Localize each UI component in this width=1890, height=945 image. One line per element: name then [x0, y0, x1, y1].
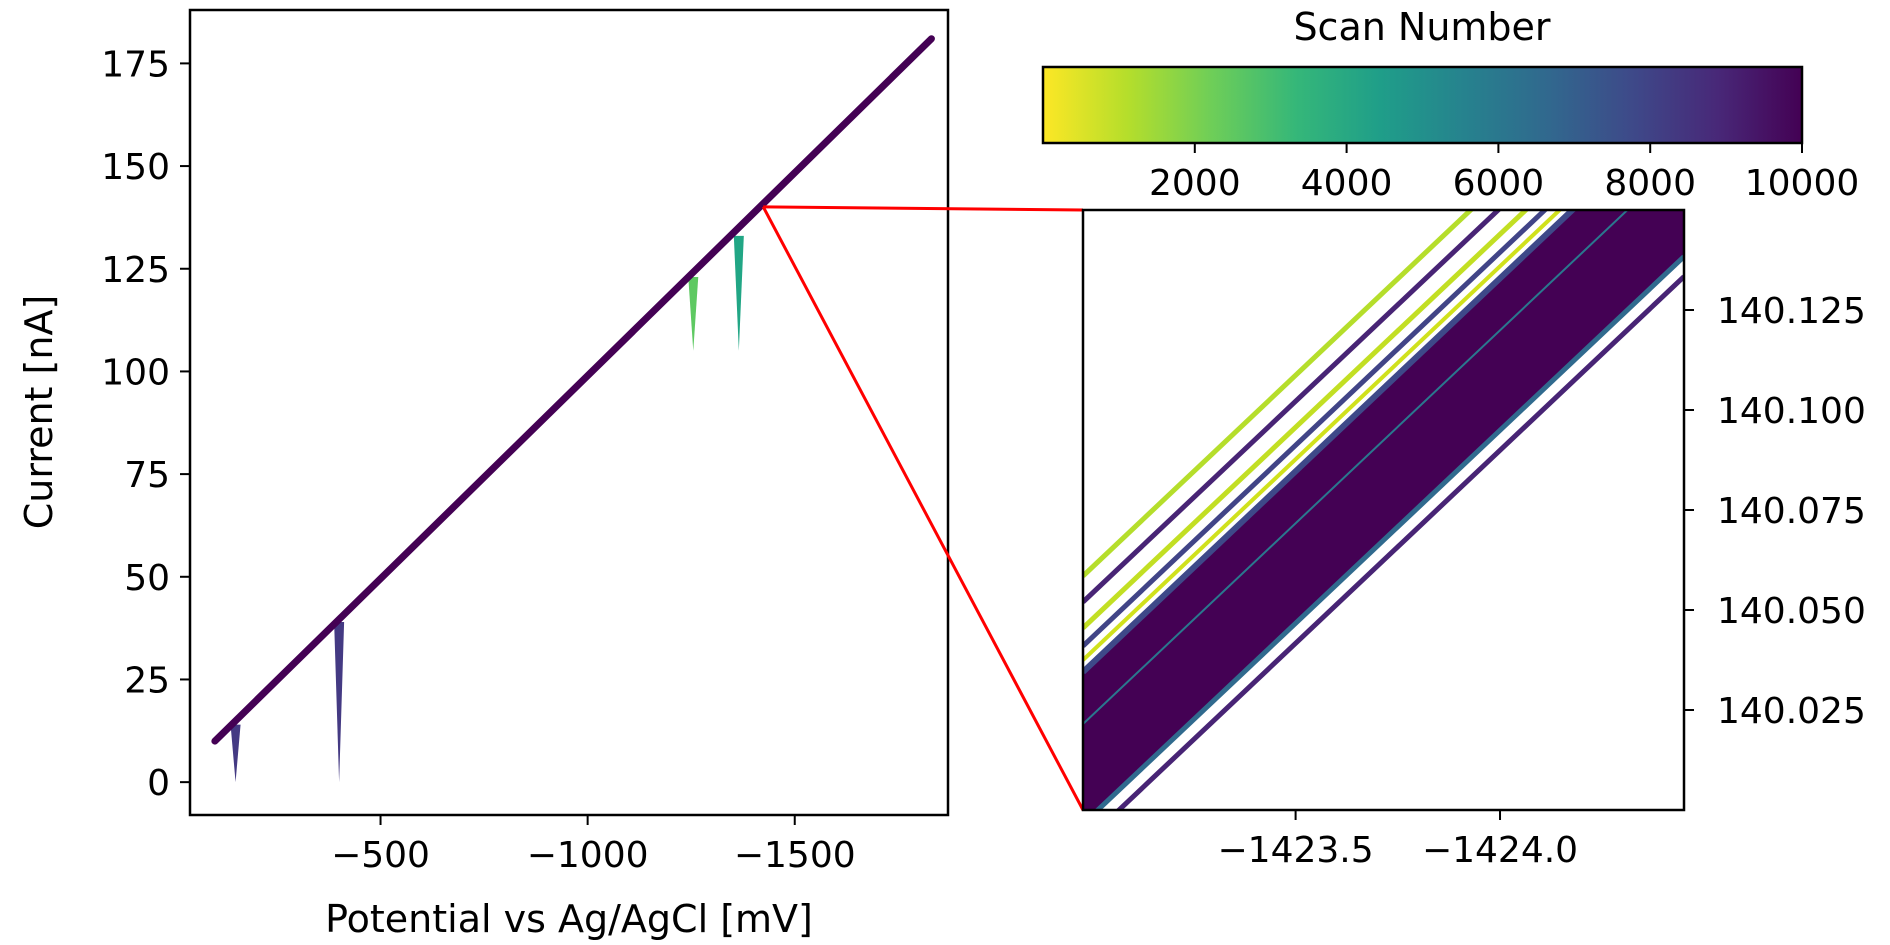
main-x-tick-label: −1500 [734, 835, 856, 876]
main-y-tick-label: 0 [147, 763, 170, 804]
main-series-line [211, 35, 935, 745]
inset-y-axis: 140.025 140.050 140.075 140.100 140.125 [1684, 291, 1866, 732]
inset-y-tick-label: 140.100 [1717, 391, 1866, 432]
spike-2 [688, 276, 699, 351]
inset-series-line-0 [1083, 210, 1475, 578]
inset-series-line-1 [1083, 210, 1502, 604]
main-y-axis: 0 25 50 75 100 125 150 175 [101, 44, 190, 804]
main-y-axis-label: Current [nA] [17, 295, 61, 530]
colorbar-gradient [1041, 65, 1804, 145]
main-x-tick-label: −500 [331, 835, 430, 876]
inset-series-line-6 [1083, 210, 1629, 725]
spike-0 [230, 724, 241, 783]
inset-plot-marks [1083, 210, 1684, 810]
spike-3 [733, 235, 744, 351]
inset-y-tick-label: 140.050 [1717, 591, 1866, 632]
colorbar-tick-label: 8000 [1604, 163, 1696, 204]
colorbar-tick-label: 10000 [1745, 163, 1860, 204]
inset-series-line-5 [1083, 210, 1577, 675]
main-plot-marks [211, 35, 935, 783]
main-x-tick-label: −1000 [527, 835, 649, 876]
inset-series-line-3 [1083, 210, 1549, 648]
inset-dense-band [1083, 210, 1684, 810]
inset-x-tick-label: −1423.5 [1218, 830, 1374, 871]
main-y-tick-label: 175 [101, 44, 170, 85]
main-y-tick-label: 50 [124, 558, 170, 599]
main-y-tick-label: 75 [124, 455, 170, 496]
colorbar-ticks: 2000 4000 6000 8000 10000 [1149, 143, 1859, 204]
inset-y-tick-label: 140.075 [1717, 491, 1866, 532]
colorbar-tick-label: 2000 [1149, 163, 1241, 204]
colorbar-tick-label: 6000 [1453, 163, 1545, 204]
inset-series-line-8 [1115, 274, 1684, 810]
colorbar: Scan Number 2000 4000 6000 8000 10000 [1041, 5, 1859, 204]
main-y-tick-label: 25 [124, 660, 170, 701]
main-y-tick-label: 100 [101, 352, 170, 393]
zoom-connector-1 [761, 206, 1085, 811]
main-x-axis-label: Potential vs Ag/AgCl [mV] [325, 897, 813, 941]
main-x-axis: −500 −1000 −1500 [331, 815, 856, 876]
zoom-connector-lines [761, 205, 1085, 811]
inset-series-line-4 [1083, 210, 1563, 662]
main-y-tick-label: 125 [101, 250, 170, 291]
inset-series-line-2 [1083, 210, 1530, 630]
main-y-tick-label: 150 [101, 147, 170, 188]
colorbar-label: Scan Number [1293, 5, 1550, 49]
spike-1 [334, 621, 345, 783]
main-plot: −500 −1000 −1500 0 25 50 75 100 125 150 175 Poten… [17, 8, 950, 941]
inset-y-tick-label: 140.025 [1717, 691, 1866, 732]
inset-plot: −1423.5 −1424.0 140.025140.050140.075140.… [1081, 208, 1866, 871]
zoom-connector-0 [763, 205, 1084, 212]
inset-x-tick-label: −1424.0 [1422, 830, 1578, 871]
inset-y-tick-label: 140.125 [1717, 291, 1866, 332]
inset-x-axis: −1423.5 −1424.0 [1218, 810, 1578, 871]
inset-series-line-7 [1094, 254, 1684, 810]
colorbar-tick-label: 4000 [1301, 163, 1393, 204]
